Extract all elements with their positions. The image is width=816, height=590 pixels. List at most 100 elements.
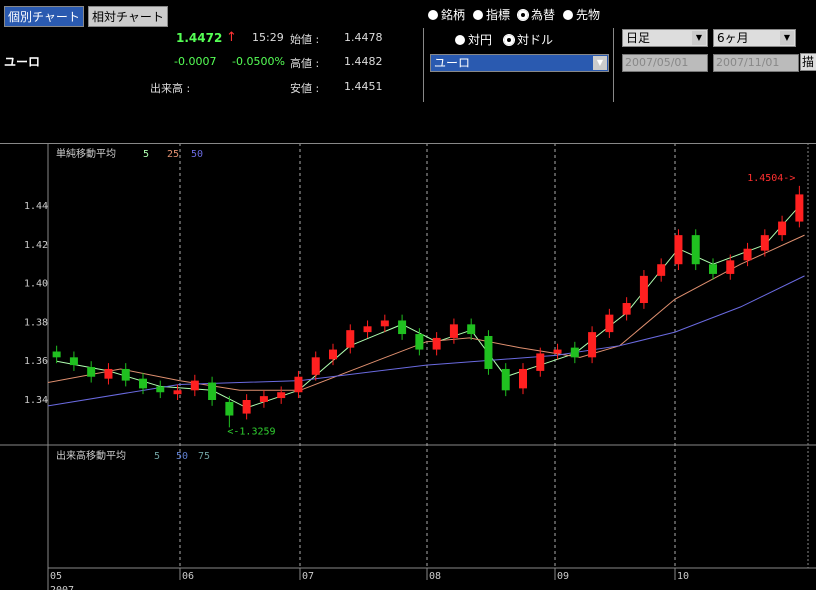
row-label: 安値 : [290, 82, 320, 95]
candle-body [156, 386, 165, 393]
price: 1.4472 [176, 31, 223, 45]
interval: 日足 [626, 31, 651, 45]
candle-body [743, 248, 752, 261]
tab[interactable]: 個別チャート [4, 6, 84, 27]
candle-body [380, 320, 389, 327]
year-label: 2007 [50, 585, 74, 590]
radio[interactable]: 対ドル [503, 33, 554, 47]
x-tick-label: 07 [302, 571, 314, 582]
candle-body [674, 235, 683, 265]
ma-line [47, 234, 805, 391]
candle-body [432, 337, 441, 350]
change-pct: -0.0500% [232, 55, 285, 68]
radio-dot [503, 34, 516, 46]
divider [0, 143, 816, 144]
candle-body [259, 396, 268, 402]
change: -0.0007 [174, 55, 217, 68]
radio-label: 銘柄 [441, 8, 466, 22]
candle-body [519, 368, 527, 389]
radio-label: 対ドル [517, 33, 554, 47]
candle-body [622, 303, 631, 315]
candle-body [795, 194, 804, 222]
radio-dot [428, 10, 438, 20]
candle-body [311, 357, 320, 375]
date-to: 2007/11/01 [713, 54, 799, 72]
annotation: <-1.3259 [227, 426, 275, 437]
y-tick-label: 1.34 [24, 395, 48, 406]
radio-dot [473, 10, 484, 20]
candle-body [87, 367, 96, 377]
kind-radios: 銘柄 指標 為替 先物 [428, 6, 608, 23]
candle-body [104, 368, 113, 379]
radio-label: 先物 [576, 8, 601, 22]
x-tick-label: 06 [182, 571, 194, 582]
candle-body [277, 392, 286, 399]
candle-body [52, 351, 61, 358]
candle-body [449, 324, 458, 338]
y-tick-label: 1.36 [24, 356, 48, 367]
radio-dot [455, 35, 465, 45]
time: 15:29 [252, 31, 284, 44]
y-tick-label: 1.42 [24, 240, 48, 251]
currency-select[interactable]: ユーロ ▼ [430, 54, 609, 72]
legend-item: 25 [167, 149, 179, 160]
candle-body [605, 314, 614, 333]
candle-body [760, 235, 769, 251]
row-value: 1.4451 [344, 80, 383, 93]
candle-body [588, 332, 597, 358]
candle-body [501, 368, 510, 391]
volume-label: 出来高 : [150, 82, 191, 95]
interval-select[interactable]: 日足 ▼ [622, 29, 708, 47]
candle-body [173, 390, 182, 395]
candle-body [553, 349, 562, 354]
candle-body [726, 260, 735, 274]
arrow-button: ▼ [593, 56, 607, 70]
radio-label: 為替 [531, 8, 556, 22]
radio[interactable]: 為替 [517, 8, 556, 22]
base-radios: 対円 対ドル [455, 31, 565, 48]
candle-body [691, 235, 700, 265]
ma-line [47, 275, 805, 407]
radio-label: 指標 [486, 8, 511, 22]
y-tick-label: 1.44 [24, 201, 48, 212]
x-tick-label: 09 [557, 571, 569, 582]
candle-body [69, 357, 78, 366]
x-tick-label: 10 [677, 571, 689, 582]
candle-body [208, 382, 217, 401]
candle-body [639, 275, 648, 304]
span-select[interactable]: 6ヶ月 ▼ [713, 29, 796, 47]
y-tick-label: 1.38 [24, 317, 48, 328]
arrow-button: ▼ [780, 31, 794, 45]
draw-button[interactable]: 描 [800, 53, 816, 71]
radio[interactable]: 指標 [473, 8, 510, 22]
span: 6ヶ月 [717, 31, 749, 45]
row-value: 1.4482 [344, 55, 383, 68]
candle-body [657, 264, 666, 276]
candle-body [398, 320, 407, 335]
candle-body [121, 368, 130, 381]
candle-body [139, 378, 147, 389]
candle-body [294, 376, 303, 393]
row-label: 始値 : [290, 33, 320, 46]
row-value: 1.4478 [344, 31, 383, 44]
radio[interactable]: 対円 [455, 33, 492, 47]
tab[interactable]: 相対チャート [88, 6, 168, 27]
divider [613, 28, 614, 102]
radio-label: 対円 [468, 33, 493, 47]
candle-body [363, 326, 372, 333]
candle-body [570, 347, 579, 358]
candle-body [484, 335, 493, 369]
candle-body [329, 349, 337, 360]
radio[interactable]: 銘柄 [428, 8, 465, 22]
radio[interactable]: 先物 [563, 8, 600, 22]
arrow: ↑ [226, 30, 237, 45]
row-label: 高値 : [290, 57, 320, 70]
divider [423, 28, 424, 102]
candle-body [242, 400, 251, 414]
legend-item: 5 [154, 451, 160, 462]
x-tick-label: 05 [50, 571, 62, 582]
x-tick-label: 08 [429, 571, 441, 582]
candle-body [346, 330, 355, 348]
